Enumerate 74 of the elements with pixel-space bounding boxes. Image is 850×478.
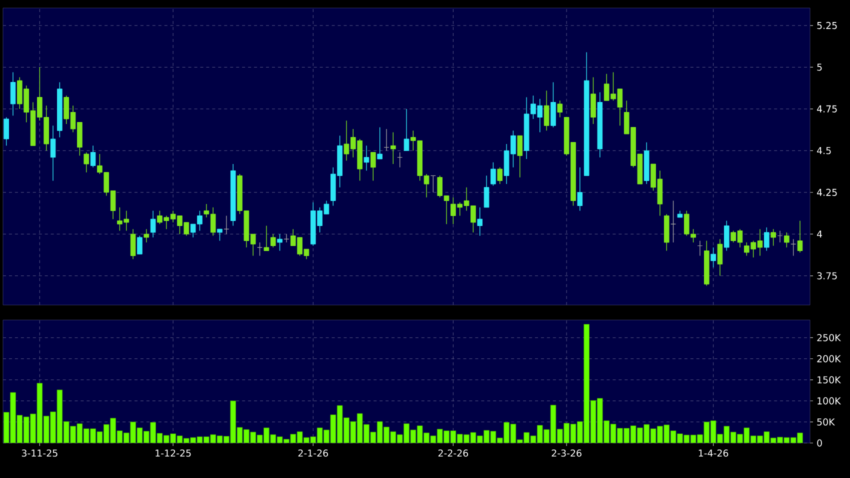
candlestick: [90, 145, 96, 168]
candlestick: [84, 152, 90, 173]
y-tick-label: 5: [817, 64, 822, 71]
candlestick: [377, 126, 382, 160]
candlestick: [550, 82, 556, 128]
candlestick: [577, 166, 583, 212]
candlestick: [150, 210, 156, 238]
candlestick: [224, 215, 230, 234]
candlestick: [697, 240, 703, 256]
y-tick-label: 4.25: [817, 188, 837, 196]
y-tick-label: 250K: [817, 334, 841, 342]
candlestick: [710, 247, 716, 268]
bar: [110, 418, 116, 443]
candlestick: [717, 238, 723, 276]
bar: [10, 392, 16, 443]
y-tick-label: 3.75: [817, 272, 837, 280]
x-tick-label: 2-2-26: [438, 450, 468, 457]
candlestick: [490, 162, 496, 186]
y-tick-label: 0: [817, 439, 822, 447]
candlestick: [777, 230, 783, 243]
x-tick-label: 2-1-26: [298, 450, 328, 457]
bar: [30, 414, 36, 443]
candlestick: [790, 238, 796, 256]
candlestick: [724, 220, 730, 252]
candlestick: [370, 152, 376, 182]
candlestick: [270, 234, 276, 248]
x-tick-label: 1-4-26: [698, 450, 728, 457]
candlestick: [10, 72, 16, 116]
candlestick: [797, 220, 803, 253]
bar: [50, 412, 56, 443]
candlestick: [670, 200, 676, 243]
candlestick: [404, 108, 410, 152]
candlestick: [517, 135, 523, 178]
candlestick: [384, 128, 390, 152]
y-tick-label: 5.25: [817, 22, 837, 30]
candlestick: [544, 90, 550, 131]
candlestick: [257, 242, 262, 256]
candlestick: [4, 116, 9, 146]
candlestick: [364, 145, 370, 172]
candlestick: [277, 234, 282, 252]
candlestick: [590, 76, 596, 124]
y-tick-label: 4: [817, 230, 822, 238]
y-tick-label: 4.75: [817, 105, 837, 112]
candlestick: [390, 132, 396, 164]
candlestick: [497, 166, 503, 184]
y-tick-label: 100K: [818, 397, 841, 404]
candlestick: [130, 228, 136, 260]
bar: [564, 423, 570, 443]
bar: [150, 422, 156, 443]
bar: [637, 428, 643, 443]
y-tick-label: 50K: [817, 418, 835, 426]
candlestick: [284, 234, 290, 243]
bar: [344, 418, 350, 443]
y-tick-label: 200K: [817, 355, 841, 362]
candlestick: [484, 175, 490, 208]
bar: [504, 422, 510, 443]
candlestick: [784, 232, 790, 248]
candlestick: [144, 228, 150, 243]
y-tick-label: 4.5: [817, 147, 831, 154]
candlestick: [557, 100, 563, 118]
candlestick: [264, 225, 270, 252]
x-tick-label: 1-12-25: [156, 450, 191, 457]
candlestick: [397, 152, 402, 168]
candlestick: [137, 235, 142, 254]
candlestick: [770, 228, 776, 246]
x-tick-label: 3-11-25: [22, 450, 58, 457]
bar: [264, 428, 270, 443]
candlestick: [764, 227, 770, 252]
candlestick: [430, 175, 436, 193]
candlestick: [217, 228, 222, 242]
candlestick: [477, 207, 483, 236]
y-tick-label: 150K: [818, 376, 841, 384]
x-tick-label: 2-3-26: [552, 450, 582, 457]
candlestick: [50, 125, 56, 182]
